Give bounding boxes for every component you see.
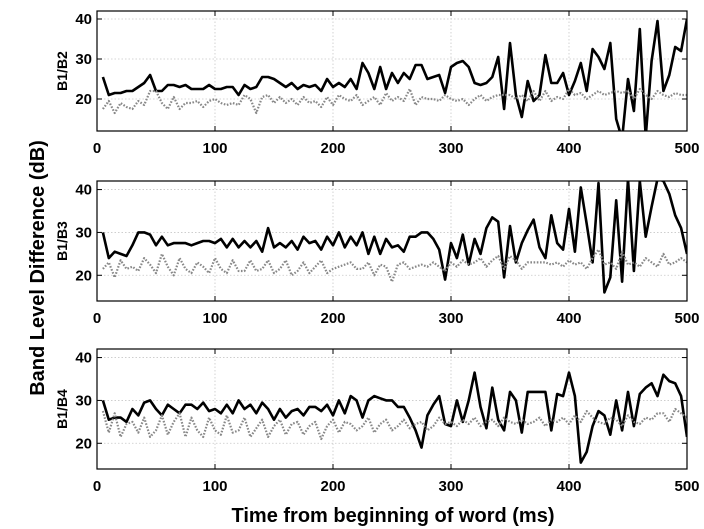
panel-b1-b2: 0 100 200 300 400 500 20 30 40 B1/B2 (54, 10, 700, 157)
x-axis-title: Time from beginning of word (ms) (232, 505, 555, 527)
x-tick-label: 500 (674, 478, 699, 495)
x-tick-label: 300 (438, 310, 463, 327)
x-tick-label: 0 (93, 478, 101, 495)
panel-b1-b4: 0 100 200 300 400 500 20 30 40 B1/B4 (54, 348, 700, 495)
y-tick-label: 40 (75, 182, 92, 199)
y-tick-label: 30 (75, 51, 92, 68)
x-tick-label: 100 (202, 310, 227, 327)
x-tick-label: 500 (674, 140, 699, 157)
panel-label: B1/B4 (54, 389, 70, 429)
panel-label: B1/B2 (54, 51, 70, 91)
x-tick-label: 300 (438, 478, 463, 495)
plot-frame (96, 348, 688, 470)
y-tick-label: 20 (75, 267, 92, 284)
panel-label: B1/B3 (54, 221, 70, 261)
x-tick-label: 200 (320, 310, 345, 327)
x-tick-label: 200 (320, 140, 345, 157)
x-tick-label: 400 (556, 310, 581, 327)
y-axis-title: Band Level Difference (dB) (27, 140, 49, 396)
x-tick-label: 100 (202, 140, 227, 157)
y-tick-label: 30 (75, 224, 92, 241)
solid-series-line (101, 18, 687, 131)
x-tick-label: 300 (438, 140, 463, 157)
solid-series-line (101, 371, 687, 464)
plot-frame (96, 10, 688, 132)
x-tick-label: 500 (674, 310, 699, 327)
plot-frame (96, 180, 688, 302)
dotted-series-line (102, 87, 687, 115)
y-tick-label: 20 (75, 435, 92, 452)
solid-series-line (101, 181, 687, 294)
y-tick-label: 30 (75, 392, 92, 409)
y-tick-label: 40 (75, 11, 92, 28)
y-tick-label: 40 (75, 350, 92, 367)
x-tick-label: 400 (556, 140, 581, 157)
dotted-series-line (102, 248, 687, 283)
dotted-series-line (101, 407, 687, 441)
x-tick-label: 200 (320, 478, 345, 495)
x-tick-label: 0 (93, 140, 101, 157)
y-tick-label: 20 (75, 91, 92, 108)
panel-b1-b3: 0 100 200 300 400 500 20 30 40 B1/B3 (54, 180, 700, 327)
x-tick-label: 0 (93, 310, 101, 327)
x-tick-label: 400 (556, 478, 581, 495)
x-tick-label: 100 (202, 478, 227, 495)
